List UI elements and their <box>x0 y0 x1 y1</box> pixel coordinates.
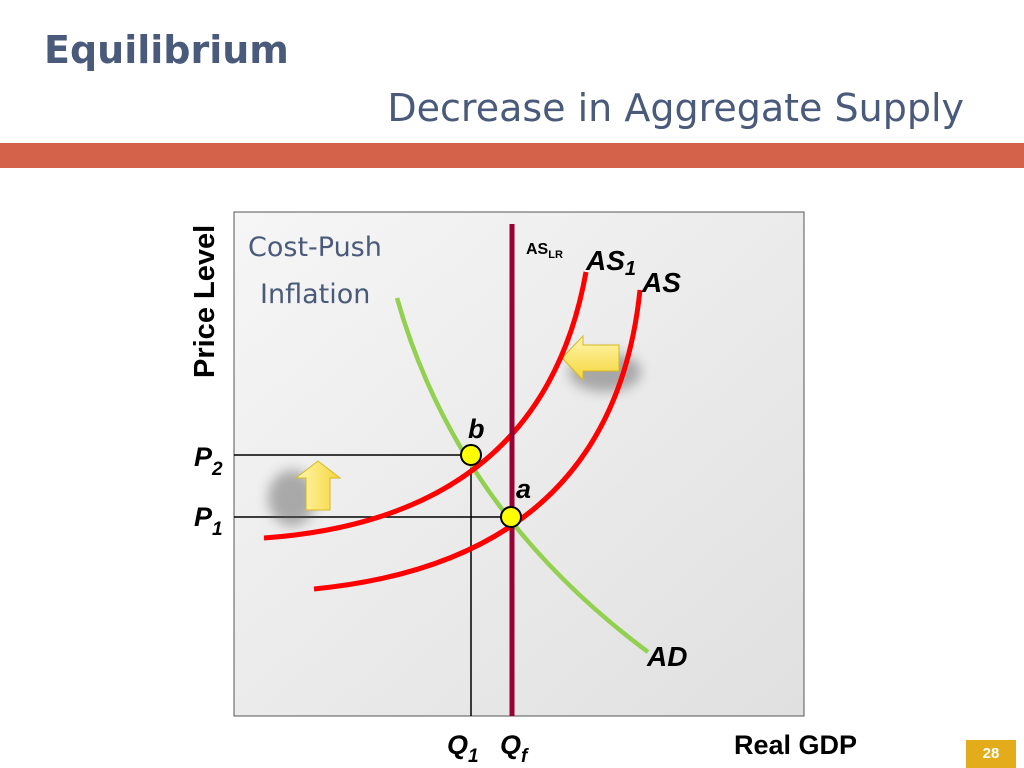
as1-curve <box>263 271 589 541</box>
as1-label: AS1 <box>585 245 636 280</box>
ad-curve <box>394 297 650 654</box>
plot-area <box>233 211 805 717</box>
inflation-label: Inflation <box>260 279 370 310</box>
q1-label: Q1 <box>447 730 479 767</box>
as-lr-label-main: AS <box>526 241 549 258</box>
title-accent-bar <box>0 143 1024 168</box>
page-number-badge: 28 <box>966 740 1016 768</box>
as1-label-main: AS <box>585 245 625 276</box>
p1-label: P1 <box>194 502 223 540</box>
point-a-label: a <box>516 474 531 504</box>
ad-label: AD <box>646 641 687 672</box>
as1-label-sub: 1 <box>625 258 636 280</box>
q1-label-main: Q <box>447 730 468 760</box>
p2-label-main: P <box>194 442 213 472</box>
cost-push-label: Cost-Push <box>248 232 382 263</box>
up-arrow-shadow <box>268 470 316 526</box>
qf-label: Qf <box>500 730 529 767</box>
q1-label-sub: 1 <box>468 746 479 767</box>
point-b-label: b <box>468 414 485 444</box>
p2-label-sub: 2 <box>211 459 223 480</box>
as-curve <box>313 289 643 592</box>
x-axis-label: Real GDP <box>734 730 857 760</box>
equilibrium-point-b <box>460 444 482 466</box>
slide-title: Equilibrium <box>44 28 289 72</box>
y-axis-label: Price Level <box>189 225 221 378</box>
left-shift-arrow-icon <box>561 334 620 382</box>
p1-label-sub: 1 <box>212 519 223 540</box>
slide-subtitle: Decrease in Aggregate Supply <box>387 86 964 130</box>
qf-label-main: Q <box>500 730 521 760</box>
as-lr-label: ASLR <box>526 241 563 261</box>
qf-label-sub: f <box>521 746 529 767</box>
up-shift-arrow-icon <box>294 460 342 511</box>
equilibrium-point-a <box>500 506 522 528</box>
as-lr-label-sub: LR <box>548 249 563 261</box>
p2-label: P2 <box>194 442 223 480</box>
p1-label-main: P <box>194 502 213 532</box>
as-label: AS <box>641 267 681 298</box>
